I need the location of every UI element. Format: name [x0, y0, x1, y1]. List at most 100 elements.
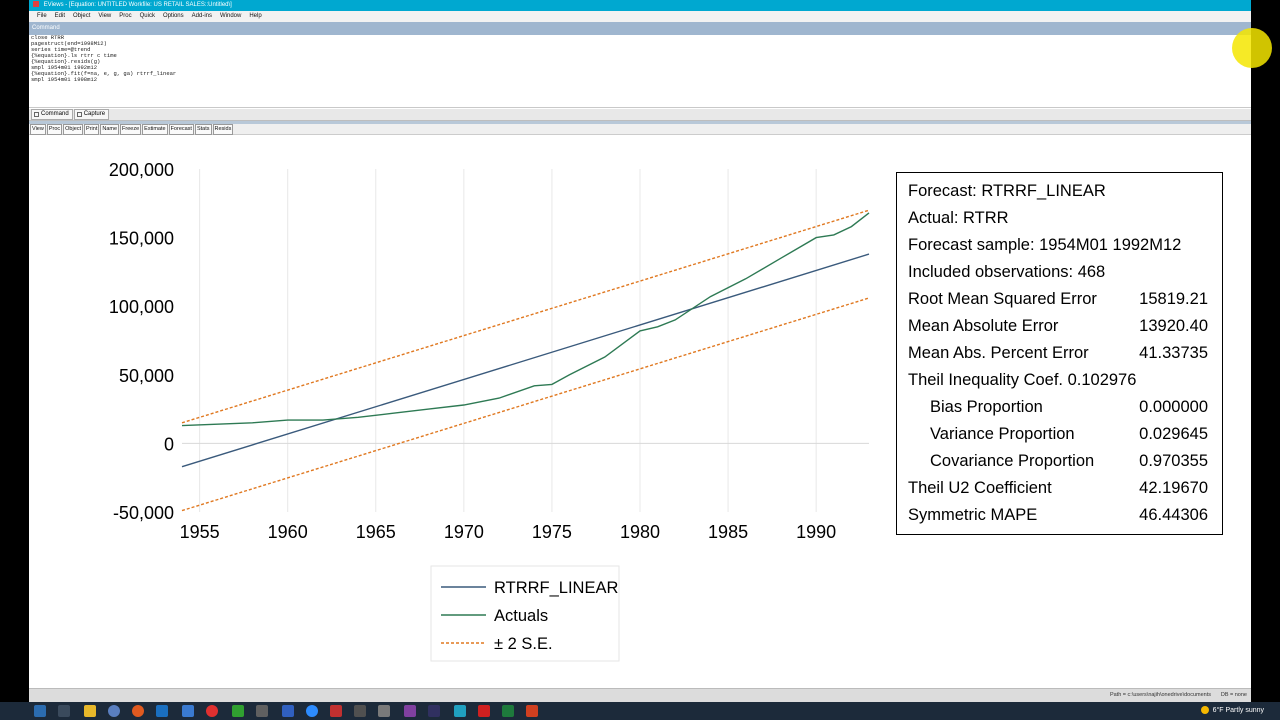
freeze-button[interactable]: Freeze	[120, 123, 142, 135]
chrome-icon[interactable]	[206, 705, 218, 717]
stat-label: Theil Inequality Coef. 0.102976	[908, 371, 1137, 389]
command-window-header: Command	[29, 22, 1251, 35]
app-icon-15[interactable]	[404, 705, 416, 717]
stat-value: 41.33735	[1139, 344, 1208, 362]
object-button[interactable]: Object	[63, 123, 84, 135]
app-icon-6[interactable]	[182, 705, 194, 717]
eviews-window: EViews - [Equation: UNTITLED Workfile: U…	[29, 0, 1251, 702]
excel-icon[interactable]	[502, 705, 514, 717]
forecast-statistics-box: Forecast: RTRRF_LINEAR Actual: RTRR Fore…	[896, 172, 1223, 535]
eviews-taskbar-icon[interactable]	[454, 705, 466, 717]
stat-row: Symmetric MAPE 46.44306	[908, 504, 1222, 531]
tab-capture[interactable]: Capture	[73, 109, 110, 120]
legend-box	[430, 565, 620, 662]
stat-rows: Root Mean Squared Error 15819.21 Mean Abso…	[908, 288, 1222, 531]
y-tick-label: 200,000	[109, 160, 174, 180]
outlook-icon[interactable]	[156, 705, 168, 717]
menu-item-quick[interactable]: Quick	[139, 13, 155, 19]
series-line--2-s-e-	[181, 209, 870, 424]
forecast-button[interactable]: Forecast	[168, 123, 194, 135]
stat-label: Symmetric MAPE	[908, 506, 1038, 524]
proc-button[interactable]: Proc	[46, 123, 63, 135]
actual-label: Actual: RTRR	[908, 209, 1009, 227]
x-tick-label: 1985	[708, 522, 748, 542]
stat-row: Variance Proportion 0.029645	[908, 423, 1222, 450]
start-icon[interactable]	[34, 705, 46, 717]
stat-label: Bias Proportion	[930, 398, 1043, 416]
forecast-label-row: Forecast: RTRRF_LINEAR	[908, 180, 1222, 207]
y-tick-label: 150,000	[109, 229, 174, 249]
weather-widget[interactable]: 6°F Partly sunny	[1200, 702, 1264, 720]
app-icon-20[interactable]	[526, 705, 538, 717]
resids-button[interactable]: Resids	[212, 123, 234, 135]
menu-item-addins[interactable]: Add-ins	[191, 13, 212, 19]
app-icon-13[interactable]	[354, 705, 366, 717]
tab-label: Capture	[83, 111, 106, 117]
x-tick-label: 1975	[532, 522, 572, 542]
command-line: pagestruct(end=1998M12)	[31, 40, 107, 47]
menu-item-options[interactable]: Options	[162, 13, 184, 19]
sample-label: Forecast sample: 1954M01 1992M12	[908, 236, 1182, 254]
firefox-icon[interactable]	[132, 705, 144, 717]
command-line: {%equation}.fit(f=na, e, g, ga) rtrrf_li…	[31, 70, 177, 77]
view-button[interactable]: View	[30, 123, 46, 135]
x-tick-label: 1960	[268, 522, 308, 542]
status-bar: Path = c:\users\najih\onedrive\documents…	[29, 688, 1251, 702]
app-icon-16[interactable]	[428, 705, 440, 717]
series-line-rtrrf-linear	[181, 253, 870, 468]
menu-item-proc[interactable]: Proc	[119, 13, 132, 19]
stat-row: Theil U2 Coefficient 42.19670	[908, 477, 1222, 504]
estimate-button[interactable]: Estimate	[142, 123, 168, 135]
title-bar: EViews - [Equation: UNTITLED Workfile: U…	[29, 0, 1251, 11]
status-db: DB = none	[1220, 692, 1247, 698]
tab-command[interactable]: Command	[31, 109, 73, 120]
y-tick-label: -50,000	[113, 503, 174, 523]
stat-label: Variance Proportion	[930, 425, 1075, 443]
browser-icon[interactable]	[108, 705, 120, 717]
stat-value: 46.44306	[1139, 506, 1208, 524]
eviews-app-icon	[33, 1, 39, 8]
command-line: close RTRR	[31, 34, 65, 41]
forecast-label: Forecast: RTRRF_LINEAR	[908, 182, 1106, 200]
camera-icon[interactable]	[256, 705, 268, 717]
x-tick-label: 1955	[180, 522, 220, 542]
menu-item-help[interactable]: Help	[249, 13, 262, 19]
y-tick-label: 100,000	[109, 297, 174, 317]
task-view-icon[interactable]	[58, 705, 70, 717]
stat-label: Covariance Proportion	[930, 452, 1095, 470]
obs-label-row: Included observations: 468	[908, 261, 1222, 288]
menu-item-window[interactable]: Window	[219, 13, 242, 19]
splitter[interactable]	[29, 121, 1251, 124]
acrobat-icon[interactable]	[478, 705, 490, 717]
stats-button[interactable]: Stats	[194, 123, 212, 135]
x-tick-label: 1990	[796, 522, 836, 542]
camtasia-icon[interactable]	[232, 705, 244, 717]
notepad-icon[interactable]	[378, 705, 390, 717]
stat-row: Root Mean Squared Error 15819.21	[908, 288, 1222, 315]
menu-item-view[interactable]: View	[98, 13, 112, 19]
weather-text: 6°F Partly sunny	[1212, 707, 1264, 714]
command-line: series time=@trend	[31, 46, 91, 53]
y-tick-label: 0	[164, 434, 174, 454]
series-line-actuals	[181, 212, 870, 427]
weather-sun-icon	[1200, 706, 1209, 715]
sample-label-row: Forecast sample: 1954M01 1992M12	[908, 234, 1222, 261]
file-explorer-icon[interactable]	[84, 705, 96, 717]
app-icon-10[interactable]	[282, 705, 294, 717]
name-button[interactable]: Name	[100, 123, 120, 135]
tab-label: Command	[41, 111, 69, 117]
object-toolbar: View Proc Object Print Name Freeze Estimate For…	[29, 123, 1251, 135]
command-window[interactable]: close RTRR pagestruct(end=1998M12) series …	[29, 35, 1251, 108]
x-tick-label: 1980	[620, 522, 660, 542]
app-icon-12[interactable]	[330, 705, 342, 717]
command-tabs: Command Capture	[29, 109, 1251, 121]
legend-label: RTRRF_LINEAR	[494, 579, 618, 597]
print-button[interactable]: Print	[84, 123, 100, 135]
x-tick-label: 1965	[356, 522, 396, 542]
stat-value: 0.000000	[1139, 398, 1208, 416]
menu-item-edit[interactable]: Edit	[54, 13, 66, 19]
menu-item-object[interactable]: Object	[73, 13, 91, 19]
zoom-icon[interactable]	[306, 705, 318, 717]
menu-item-file[interactable]: File	[37, 13, 47, 19]
